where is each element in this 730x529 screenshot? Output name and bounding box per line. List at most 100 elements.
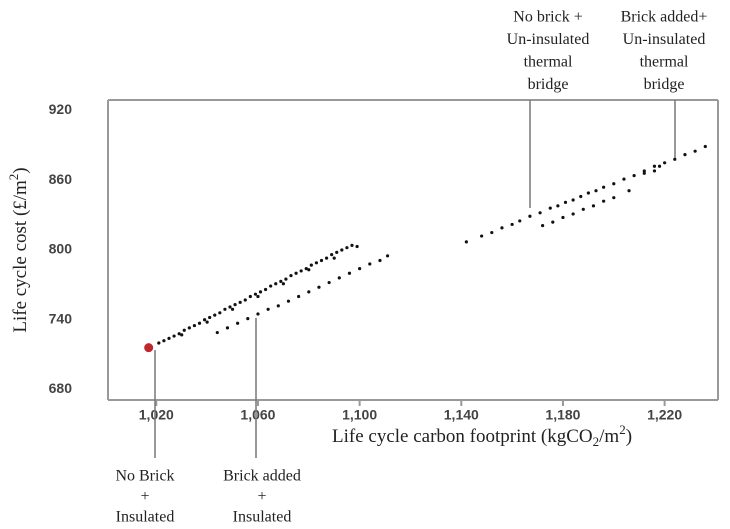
- point: [266, 307, 270, 311]
- point: [269, 284, 273, 288]
- annotation-text: thermal: [524, 54, 573, 71]
- x-tick-label: 1,100: [342, 407, 377, 423]
- point: [602, 185, 606, 189]
- point: [274, 282, 278, 286]
- point: [586, 191, 590, 195]
- point: [258, 290, 263, 294]
- point: [187, 326, 191, 330]
- annotation-text: Insulated: [116, 509, 175, 526]
- annotation-text: Brick added+: [621, 9, 708, 26]
- point: [652, 169, 657, 173]
- highlight-point: [144, 343, 154, 353]
- point: [299, 269, 303, 273]
- point: [480, 234, 484, 238]
- point: [304, 267, 308, 271]
- point: [490, 230, 494, 235]
- y-tick-label: 680: [49, 380, 73, 396]
- x-tick-label: 1,220: [647, 407, 682, 423]
- point: [627, 189, 631, 193]
- point: [284, 277, 288, 281]
- point: [213, 313, 217, 317]
- point: [256, 312, 260, 316]
- point: [279, 279, 283, 283]
- point: [253, 292, 258, 296]
- y-tick-label: 800: [49, 241, 73, 257]
- point: [642, 171, 646, 175]
- point: [180, 333, 184, 337]
- point: [248, 294, 252, 299]
- point: [350, 243, 354, 247]
- annotation-text: +: [257, 488, 266, 505]
- annotation-text: Brick added: [223, 468, 301, 485]
- point: [177, 332, 181, 336]
- annotation-text: No brick +: [513, 9, 582, 26]
- point: [246, 317, 250, 321]
- point: [208, 315, 212, 320]
- point: [243, 298, 247, 302]
- point: [314, 261, 319, 265]
- point: [510, 222, 514, 227]
- point: [556, 204, 560, 208]
- annotation-text: +: [140, 488, 149, 505]
- point: [548, 206, 552, 210]
- y-label-part: Life cycle cost (£/m: [10, 180, 31, 333]
- point: [591, 204, 596, 208]
- point: [642, 169, 646, 173]
- point: [327, 280, 331, 285]
- point: [307, 290, 311, 294]
- point: [330, 253, 334, 257]
- point: [581, 207, 585, 211]
- x-label-part: 2: [593, 434, 600, 449]
- point: [538, 211, 542, 215]
- point: [324, 256, 329, 260]
- y-tick-label: 860: [49, 171, 73, 187]
- point: [561, 215, 565, 220]
- point: [594, 189, 598, 193]
- point: [632, 173, 636, 178]
- point: [263, 287, 268, 292]
- annotation-text: thermal: [640, 54, 689, 71]
- point: [157, 341, 161, 345]
- point: [281, 282, 285, 286]
- point: [563, 200, 568, 204]
- point: [551, 220, 555, 224]
- point: [332, 256, 336, 260]
- x-axis-label: Life cycle carbon footprint (kgCO2/m2): [332, 422, 632, 449]
- point: [571, 212, 575, 216]
- x-label-part: 2: [619, 422, 626, 437]
- x-tick-label: 1,180: [545, 407, 580, 423]
- x-tick-label: 1,020: [139, 407, 174, 423]
- y-label-part: 2: [6, 174, 21, 181]
- point: [223, 307, 227, 311]
- point: [197, 321, 202, 325]
- point: [571, 198, 575, 202]
- point: [622, 177, 626, 181]
- point: [182, 328, 186, 332]
- annotation-text: No Brick: [115, 468, 174, 485]
- x-tick-label: 1,060: [240, 407, 275, 423]
- point: [340, 248, 344, 252]
- point: [612, 196, 616, 200]
- point: [309, 263, 313, 267]
- point: [464, 240, 468, 244]
- point: [233, 303, 237, 307]
- point: [528, 214, 532, 218]
- point: [703, 144, 707, 149]
- point: [294, 271, 298, 275]
- point: [358, 267, 362, 271]
- point: [317, 285, 321, 289]
- point: [225, 326, 230, 330]
- point: [579, 194, 583, 199]
- point: [335, 250, 339, 254]
- annotation-text: Un-insulated: [623, 31, 706, 48]
- point: [215, 330, 219, 335]
- point: [286, 299, 291, 303]
- x-tick-label: 1,140: [444, 407, 479, 423]
- point: [683, 153, 687, 157]
- point: [238, 300, 242, 304]
- point: [276, 304, 280, 308]
- point: [337, 276, 341, 280]
- point: [172, 334, 176, 338]
- annotation-text: bridge: [644, 76, 685, 93]
